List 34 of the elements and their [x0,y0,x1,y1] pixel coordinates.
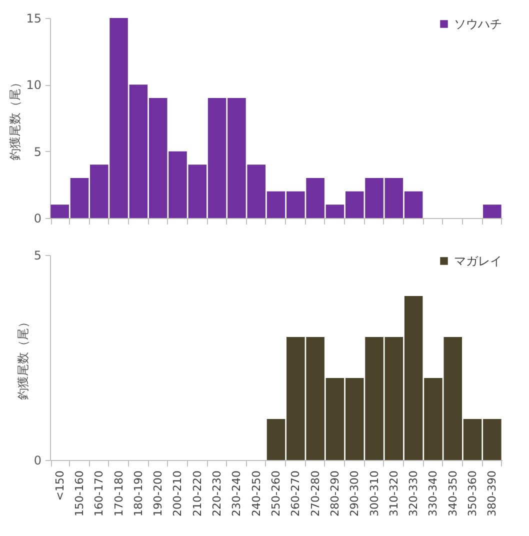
x-tick-label: 230-240 [230,470,244,516]
x-tick-label: 150-160 [72,470,86,516]
x-tick-label: 380-390 [486,470,499,516]
x-tick-label: 290-300 [348,470,362,516]
bar [483,204,502,218]
x-tick-label: 170-180 [112,470,126,516]
y-tick-label: 0 [34,454,42,468]
x-tick-label: 210-220 [190,470,204,516]
legend-label: ソウハチ [454,17,502,31]
x-tick-label: 280-290 [328,470,342,516]
y-tick-label: 5 [34,248,42,262]
x-tick-label: 300-310 [368,470,381,516]
y-tick-label: 15 [26,12,42,26]
x-tick-label: 350-360 [466,470,480,516]
y-axis-title: 釣獲尾数（尾） [8,76,22,160]
x-tick-label: 250-260 [270,470,282,516]
x-tick-label: 330-340 [426,470,440,516]
legend-label: マガレイ [454,254,502,268]
x-tick-label: 320-330 [407,470,420,516]
x-tick-label: 220-230 [210,470,224,516]
x-tick-label: <150 [53,470,66,501]
x-tick-label: 160-170 [92,470,106,516]
y-tick-label: 0 [34,212,42,226]
x-tick-label: 200-210 [171,470,184,516]
x-tick-label: 340-350 [446,470,460,516]
x-tick-label: 310-320 [387,470,400,516]
x-tick-label: 260-270 [289,470,302,516]
x-tick-label: 240-250 [250,470,263,516]
y-tick-label: 10 [26,78,42,92]
x-tick-label: 190-200 [152,470,165,516]
y-tick-label: 5 [34,144,42,159]
y-axis-title: 釣獲尾数（尾） [16,316,30,400]
x-tick-label: 270-280 [308,470,322,516]
x-tick-label: 180-190 [132,470,145,516]
